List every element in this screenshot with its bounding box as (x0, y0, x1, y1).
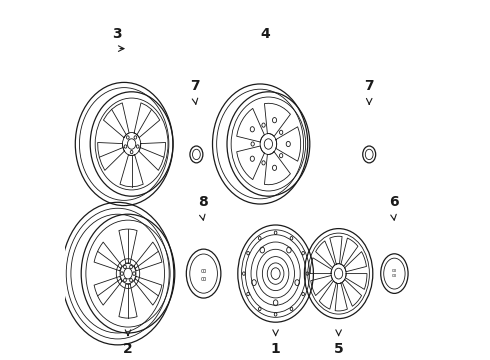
Ellipse shape (381, 254, 408, 293)
Text: 5: 5 (334, 342, 343, 356)
Text: 7: 7 (365, 80, 374, 93)
Text: 7: 7 (191, 80, 200, 93)
Text: 6: 6 (389, 195, 398, 208)
Text: 00
00: 00 00 (392, 269, 397, 278)
Text: 4: 4 (260, 27, 270, 41)
Text: 8: 8 (197, 195, 207, 208)
Text: 2: 2 (123, 342, 133, 356)
Ellipse shape (186, 249, 221, 298)
Text: 1: 1 (270, 342, 280, 356)
Text: 00: 00 (200, 269, 207, 274)
Text: 3: 3 (112, 27, 122, 41)
Text: 00: 00 (200, 277, 207, 282)
